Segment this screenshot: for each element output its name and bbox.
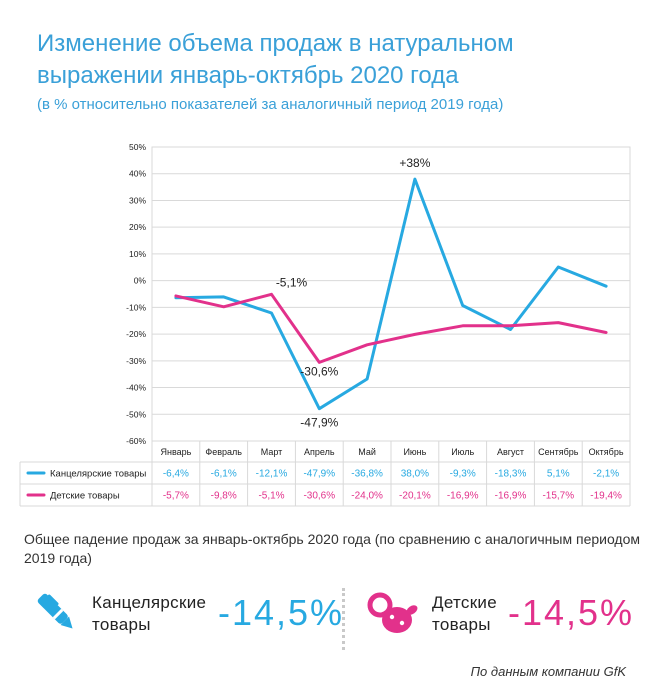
x-tick-label: Апрель xyxy=(304,447,335,457)
y-tick-label: -20% xyxy=(126,329,146,339)
data-label: -30,6% xyxy=(300,364,338,378)
source-note: По данным компании GfK xyxy=(470,664,626,679)
chart-subtitle: (в % относительно показателей за аналоги… xyxy=(37,96,504,113)
table-value: -19,4% xyxy=(590,491,622,502)
table-value: -6,4% xyxy=(163,469,189,480)
table-value: -12,1% xyxy=(256,469,288,480)
table-value: -47,9% xyxy=(303,469,335,480)
series-line xyxy=(174,292,608,364)
table-value: -2,1% xyxy=(593,469,619,480)
y-tick-label: 30% xyxy=(129,195,146,205)
x-tick-label: Февраль xyxy=(205,447,242,457)
x-tick-label: Август xyxy=(497,447,524,457)
y-tick-label: 40% xyxy=(129,169,146,179)
table-value: -30,6% xyxy=(303,491,335,502)
table-value: 5,1% xyxy=(547,469,570,480)
table-value: -36,8% xyxy=(351,469,383,480)
plot-area xyxy=(151,146,631,442)
pacifier-icon xyxy=(367,592,418,633)
x-tick-label: Июль xyxy=(451,447,474,457)
kpi-kids-label-line2: товары xyxy=(432,615,491,634)
table-value: -16,9% xyxy=(495,491,527,502)
kpi-divider xyxy=(342,588,345,650)
data-label: -47,9% xyxy=(300,416,338,430)
chart-title: Изменение объема продаж в натуральном вы… xyxy=(37,30,514,89)
y-tick-label: -30% xyxy=(126,356,146,366)
series-line xyxy=(174,177,608,411)
x-tick-label: Май xyxy=(358,447,376,457)
table-value: -9,3% xyxy=(450,469,476,480)
kpi-stationery-label: Канцелярские товары xyxy=(92,592,206,636)
table-value: -9,8% xyxy=(211,491,237,502)
line-chart: 50% 40% 30% 20% 10% 0% -10% -20% -30% -40% -50% -60… xyxy=(19,142,631,507)
kpi-kids-label-line1: Детские xyxy=(432,593,497,612)
y-tick-label: 20% xyxy=(129,222,146,232)
x-tick-label: Март xyxy=(261,447,283,457)
legend-label: Детские товары xyxy=(50,491,120,502)
table-value: -20,1% xyxy=(399,491,431,502)
kpi-kids-label: Детские товары xyxy=(432,592,497,636)
kpi-stationery-label-line1: Канцелярские xyxy=(92,593,207,612)
pen-icon xyxy=(37,593,73,629)
kpi-stationery-label-line2: товары xyxy=(92,615,151,634)
table-value: 38,0% xyxy=(401,469,429,480)
y-tick-label: -60% xyxy=(126,436,146,446)
table-value: -24,0% xyxy=(351,491,383,502)
x-tick-label: Сентябрь xyxy=(538,447,579,457)
y-tick-label: 0% xyxy=(134,276,147,286)
x-tick-label: Январь xyxy=(160,447,191,457)
data-label: +38% xyxy=(399,156,430,170)
table-value: -6,1% xyxy=(211,469,237,480)
table-value: -5,1% xyxy=(258,491,284,502)
table-value: -15,7% xyxy=(542,491,574,502)
legend-label: Канцелярские товары xyxy=(50,469,147,480)
table-value: -18,3% xyxy=(495,469,527,480)
kpi-kids-value: -14,5% xyxy=(508,592,635,633)
y-tick-label: -40% xyxy=(126,383,146,393)
y-tick-label: -50% xyxy=(126,409,146,419)
table-value: -5,7% xyxy=(163,491,189,502)
y-tick-label: 10% xyxy=(129,249,146,259)
table-value: -16,9% xyxy=(447,491,479,502)
y-tick-label: -10% xyxy=(126,302,146,312)
y-tick-label: 50% xyxy=(129,142,146,152)
data-label: -5,1% xyxy=(276,275,308,289)
x-tick-label: Октябрь xyxy=(589,447,624,457)
x-tick-label: Июнь xyxy=(403,447,426,457)
kpi-stationery-value: -14,5% xyxy=(218,592,345,633)
summary-text: Общее падение продаж за январь-октябрь 2… xyxy=(24,531,641,566)
